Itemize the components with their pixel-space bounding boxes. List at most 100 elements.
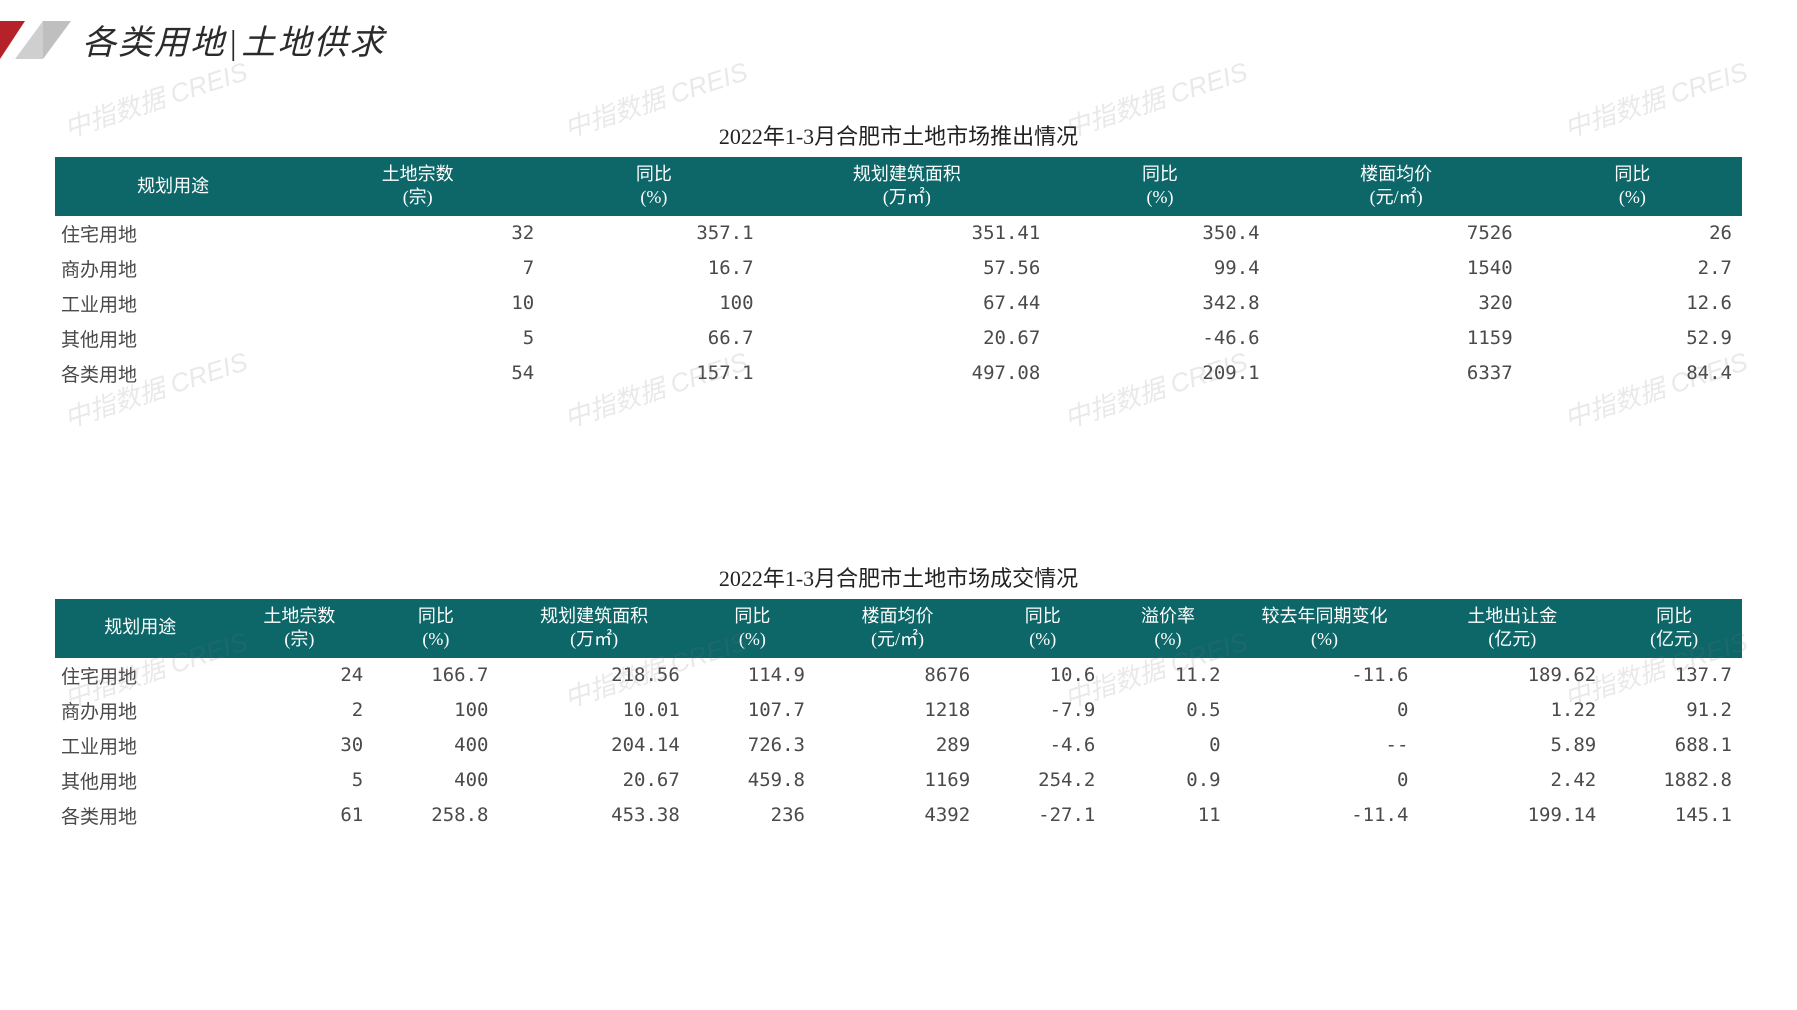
cell-value: 1.22	[1418, 693, 1606, 728]
cell-value: 5.89	[1418, 728, 1606, 763]
cell-value: 199.14	[1418, 798, 1606, 833]
cell-value: 1159	[1270, 321, 1523, 356]
cell-value: 100	[544, 286, 763, 321]
cell-value: 24	[225, 658, 373, 693]
cell-value: -4.6	[980, 728, 1105, 763]
cell-value: 342.8	[1050, 286, 1269, 321]
cell-value: 236	[690, 798, 815, 833]
cell-value: 114.9	[690, 658, 815, 693]
cell-value: 100	[373, 693, 498, 728]
cell-value: 5	[225, 763, 373, 798]
cell-value: 26	[1523, 216, 1742, 251]
cell-value: 137.7	[1606, 658, 1742, 693]
row-label: 住宅用地	[55, 216, 291, 251]
cell-value: 0.9	[1105, 763, 1230, 798]
cell-value: -11.6	[1231, 658, 1419, 693]
cell-value: 400	[373, 728, 498, 763]
cell-value: 1218	[815, 693, 980, 728]
column-header: 楼面均价(元/㎡)	[815, 599, 980, 658]
logo-icon	[0, 21, 70, 59]
table2-title: 2022年1-3月合肥市土地市场成交情况	[55, 561, 1742, 593]
cell-value: 218.56	[498, 658, 689, 693]
cell-value: 61	[225, 798, 373, 833]
page-header: 各类用地|土地供求	[0, 0, 1797, 79]
row-label: 各类用地	[55, 798, 225, 833]
table-row: 工业用地1010067.44342.832012.6	[55, 286, 1742, 321]
cell-value: 11	[1105, 798, 1230, 833]
table1-title: 2022年1-3月合肥市土地市场推出情况	[55, 119, 1742, 151]
title-right: 土地供求	[241, 25, 385, 62]
cell-value: 57.56	[764, 251, 1051, 286]
cell-value: 32	[291, 216, 544, 251]
column-header: 土地宗数(宗)	[225, 599, 373, 658]
column-header: 同比(%)	[373, 599, 498, 658]
cell-value: 66.7	[544, 321, 763, 356]
cell-value: 0	[1105, 728, 1230, 763]
cell-value: 2.7	[1523, 251, 1742, 286]
cell-value: 350.4	[1050, 216, 1269, 251]
table-row: 各类用地61258.8453.382364392-27.111-11.4199.…	[55, 798, 1742, 833]
cell-value: -7.9	[980, 693, 1105, 728]
content-area: 2022年1-3月合肥市土地市场推出情况 规划用途土地宗数(宗)同比(%)规划建…	[0, 79, 1797, 833]
cell-value: 320	[1270, 286, 1523, 321]
table-row: 商办用地210010.01107.71218-7.90.501.2291.2	[55, 693, 1742, 728]
cell-value: 289	[815, 728, 980, 763]
cell-value: 157.1	[544, 356, 763, 391]
cell-value: 6337	[1270, 356, 1523, 391]
cell-value: 10.01	[498, 693, 689, 728]
row-label: 其他用地	[55, 763, 225, 798]
row-label: 商办用地	[55, 693, 225, 728]
cell-value: 20.67	[764, 321, 1051, 356]
cell-value: 688.1	[1606, 728, 1742, 763]
cell-value: --	[1231, 728, 1419, 763]
table-row: 住宅用地24166.7218.56114.9867610.611.2-11.61…	[55, 658, 1742, 693]
cell-value: 4392	[815, 798, 980, 833]
cell-value: 1882.8	[1606, 763, 1742, 798]
table-row: 其他用地540020.67459.81169254.20.902.421882.…	[55, 763, 1742, 798]
row-label: 住宅用地	[55, 658, 225, 693]
cell-value: 84.4	[1523, 356, 1742, 391]
column-header: 同比(%)	[544, 157, 763, 216]
column-header: 同比(亿元)	[1606, 599, 1742, 658]
cell-value: 5	[291, 321, 544, 356]
cell-value: 254.2	[980, 763, 1105, 798]
cell-value: -46.6	[1050, 321, 1269, 356]
cell-value: 0	[1231, 763, 1419, 798]
cell-value: 52.9	[1523, 321, 1742, 356]
cell-value: 400	[373, 763, 498, 798]
cell-value: 0.5	[1105, 693, 1230, 728]
cell-value: 12.6	[1523, 286, 1742, 321]
cell-value: 16.7	[544, 251, 763, 286]
column-header: 土地出让金(亿元)	[1418, 599, 1606, 658]
table-row: 住宅用地32357.1351.41350.4752626	[55, 216, 1742, 251]
cell-value: 7526	[1270, 216, 1523, 251]
cell-value: 7	[291, 251, 544, 286]
row-label: 工业用地	[55, 728, 225, 763]
row-label: 其他用地	[55, 321, 291, 356]
row-label: 工业用地	[55, 286, 291, 321]
cell-value: 107.7	[690, 693, 815, 728]
cell-value: -11.4	[1231, 798, 1419, 833]
table2: 规划用途土地宗数(宗)同比(%)规划建筑面积(万㎡)同比(%)楼面均价(元/㎡)…	[55, 599, 1742, 833]
cell-value: 189.62	[1418, 658, 1606, 693]
cell-value: 209.1	[1050, 356, 1269, 391]
column-header: 土地宗数(宗)	[291, 157, 544, 216]
cell-value: 20.67	[498, 763, 689, 798]
column-header: 同比(%)	[980, 599, 1105, 658]
cell-value: 99.4	[1050, 251, 1269, 286]
cell-value: 258.8	[373, 798, 498, 833]
cell-value: 0	[1231, 693, 1419, 728]
column-header: 楼面均价(元/㎡)	[1270, 157, 1523, 216]
cell-value: 10.6	[980, 658, 1105, 693]
column-header: 同比(%)	[1050, 157, 1269, 216]
table-row: 商办用地716.757.5699.415402.7	[55, 251, 1742, 286]
page-title: 各类用地|土地供求	[82, 15, 385, 64]
cell-value: 30	[225, 728, 373, 763]
column-header: 较去年同期变化(%)	[1231, 599, 1419, 658]
cell-value: 67.44	[764, 286, 1051, 321]
cell-value: 726.3	[690, 728, 815, 763]
cell-value: -27.1	[980, 798, 1105, 833]
cell-value: 11.2	[1105, 658, 1230, 693]
table1: 规划用途土地宗数(宗)同比(%)规划建筑面积(万㎡)同比(%)楼面均价(元/㎡)…	[55, 157, 1742, 391]
cell-value: 459.8	[690, 763, 815, 798]
